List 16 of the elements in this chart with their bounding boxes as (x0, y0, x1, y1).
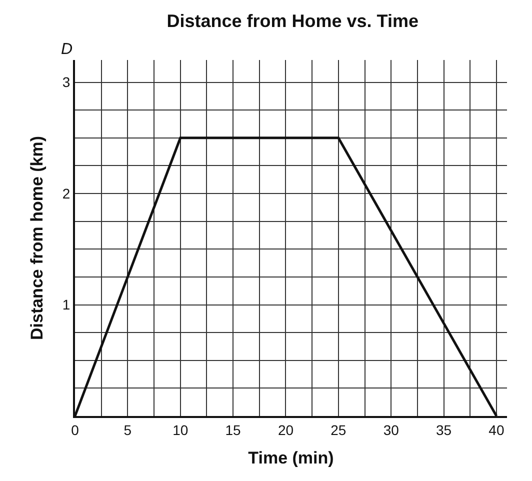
x-tick-label: 40 (488, 422, 504, 438)
y-tick-label: 2 (62, 185, 70, 202)
x-tick-label: 25 (330, 422, 346, 438)
text: D (61, 41, 73, 58)
y-tick-label: 1 (62, 296, 70, 313)
x-tick-label: 15 (225, 422, 242, 438)
chart-title: Distance from Home vs. Time (166, 11, 418, 32)
x-tick-label: 10 (172, 422, 188, 438)
y-axis-title: Distance from home (km) (27, 136, 46, 340)
x-tick-label: 5 (124, 422, 132, 438)
x-tick-label: 35 (436, 422, 452, 438)
x-tick-label: 0 (71, 422, 80, 438)
y-tick-label: 3 (62, 74, 70, 90)
x-tick-label: 30 (383, 422, 400, 438)
x-axis-title: Time (min) (248, 448, 334, 468)
x-tick-label: 20 (278, 422, 294, 438)
